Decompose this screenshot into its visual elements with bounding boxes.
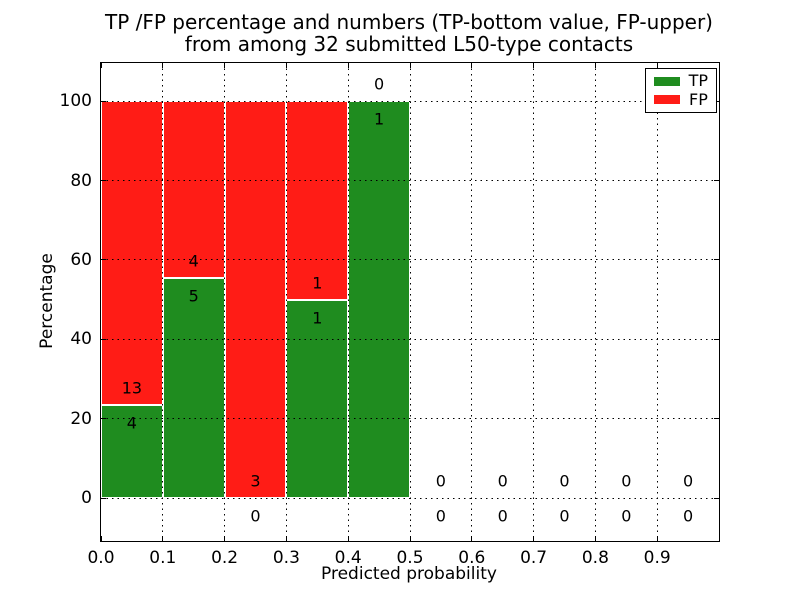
tp-bar-segment	[162, 277, 225, 499]
v-gridline	[347, 63, 349, 541]
y-tick-label: 0	[81, 488, 92, 509]
fp-count-label: 0	[559, 471, 570, 491]
tp-bar-segment	[286, 299, 349, 499]
fp-count-label: 0	[621, 471, 632, 491]
x-axis-tick-bottom	[224, 536, 226, 541]
fp-legend-label: FP	[689, 89, 708, 109]
tp-count-label: 0	[621, 506, 632, 526]
tp-count-label: 0	[435, 506, 446, 526]
chart-title-line2: from among 32 submitted L50-type contact…	[184, 32, 634, 56]
v-gridline	[409, 63, 411, 541]
y-axis-tick-left	[101, 418, 106, 420]
y-tick-label: 60	[70, 249, 92, 270]
tp-count-label: 0	[497, 506, 508, 526]
x-tick-label: 0.4	[334, 548, 362, 568]
x-axis-tick-bottom	[409, 536, 411, 541]
x-axis-tick-top	[409, 63, 411, 68]
fp-count-label: 1	[312, 273, 323, 293]
y-tick-label: 20	[70, 408, 92, 429]
y-axis-tick-left	[101, 100, 106, 102]
x-axis-label: Predicted probability	[321, 564, 497, 584]
v-gridline	[656, 63, 658, 541]
y-tick-label: 40	[70, 329, 92, 350]
x-axis-tick-top	[224, 63, 226, 68]
y-axis-tick-left	[101, 497, 106, 499]
tp-count-label: 0	[559, 506, 570, 526]
fp-count-label: 4	[188, 251, 199, 271]
legend-item-fp: FP	[654, 89, 708, 109]
x-tick-label: 0.0	[87, 548, 115, 568]
plot-area: TP FP 13 4 4 5 3 0 1 1 0 1 0 0 0 0 0 0 0 0 0 0 0 20 40 60 80 100 0…	[60, 62, 720, 568]
x-axis-tick-bottom	[347, 536, 349, 541]
x-tick-label: 0.7	[520, 548, 548, 568]
legend-item-tp: TP	[654, 73, 708, 89]
y-tick-label: 100	[59, 91, 92, 112]
x-axis-tick-top	[471, 63, 473, 68]
fp-count-label: 0	[497, 471, 508, 491]
tp-count-label: 5	[188, 286, 199, 306]
v-gridline	[533, 63, 535, 541]
legend: TP FP	[645, 68, 717, 113]
x-axis-tick-bottom	[471, 536, 473, 541]
x-axis-tick-bottom	[100, 536, 102, 541]
v-gridline	[594, 63, 596, 541]
fp-bar-segment	[101, 101, 163, 405]
x-tick-label: 0.5	[396, 548, 424, 568]
fp-count-label: 0	[683, 471, 694, 491]
tp-count-label: 0	[683, 506, 694, 526]
x-axis-tick-top	[656, 63, 658, 68]
x-axis-tick-bottom	[656, 536, 658, 541]
y-tick-label: 80	[70, 170, 92, 191]
fp-legend-swatch	[654, 95, 680, 105]
x-tick-label: 0.3	[272, 548, 300, 568]
x-tick-label: 0.9	[643, 548, 671, 568]
x-axis-tick-bottom	[162, 536, 164, 541]
x-tick-label: 0.2	[211, 548, 239, 568]
v-gridline	[162, 63, 164, 541]
x-axis-tick-top	[347, 63, 349, 68]
tp-legend-swatch	[654, 76, 680, 86]
x-tick-label: 0.6	[458, 548, 486, 568]
y-axis-tick-left	[101, 259, 106, 261]
tp-count-label: 0	[250, 506, 261, 526]
chart-title: TP /FP percentage and numbers (TP-bottom…	[100, 11, 718, 55]
x-axis-tick-bottom	[533, 536, 535, 541]
fp-count-label: 0	[435, 471, 446, 491]
y-axis-label: Percentage	[37, 253, 57, 349]
tp-count-label: 4	[126, 413, 137, 433]
y-axis-tick-right	[714, 259, 719, 261]
y-axis-tick-right	[714, 180, 719, 181]
fp-bar-segment	[286, 101, 349, 300]
v-gridline	[285, 63, 287, 541]
fp-count-label: 0	[374, 74, 385, 94]
tp-count-label: 1	[312, 308, 323, 328]
y-axis-tick-right	[714, 497, 719, 499]
y-axis-tick-right	[714, 338, 719, 340]
x-axis-tick-bottom	[594, 536, 596, 541]
x-axis-tick-top	[162, 63, 164, 68]
x-tick-label: 0.1	[149, 548, 177, 568]
fp-count-label: 3	[250, 471, 261, 491]
chart-title-line1: TP /FP percentage and numbers (TP-bottom…	[105, 10, 713, 34]
y-axis-tick-left	[101, 180, 106, 181]
tp-bar-segment	[101, 404, 163, 499]
x-axis-tick-top	[533, 63, 535, 68]
y-axis-tick-left	[101, 338, 106, 340]
v-gridline	[471, 63, 473, 541]
tp-legend-label: TP	[688, 71, 708, 91]
x-axis-tick-top	[285, 63, 287, 68]
tp-bar-segment	[348, 101, 410, 499]
x-axis-tick-top	[100, 63, 102, 68]
x-tick-label: 0.8	[581, 548, 609, 568]
x-axis-tick-bottom	[285, 536, 287, 541]
fp-bar-segment	[162, 101, 225, 278]
y-axis-tick-right	[714, 418, 719, 420]
tp-count-label: 1	[374, 109, 385, 129]
v-gridline	[224, 63, 226, 541]
fp-bar-segment	[224, 101, 287, 499]
fp-count-label: 13	[121, 378, 143, 398]
x-axis-tick-top	[594, 63, 596, 68]
